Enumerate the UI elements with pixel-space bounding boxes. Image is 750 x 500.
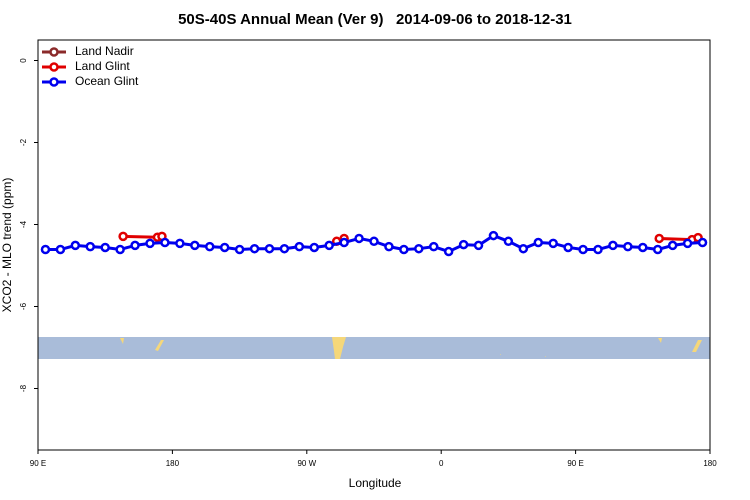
x-tick-label: 180	[166, 459, 180, 468]
data-point	[55, 244, 66, 255]
x-tick-label: 90 E	[30, 459, 46, 468]
data-point	[219, 242, 230, 253]
data-point	[548, 238, 558, 249]
data-point	[608, 240, 618, 251]
data-point	[130, 240, 140, 251]
legend-label: Ocean Glint	[75, 74, 139, 88]
map-strip	[38, 337, 710, 359]
data-point	[264, 243, 275, 254]
data-point	[638, 242, 648, 253]
x-axis-label: Longitude	[349, 476, 402, 490]
data-point	[654, 233, 664, 244]
data-point	[623, 241, 633, 252]
data-point	[563, 242, 573, 253]
data-point	[85, 241, 96, 252]
y-axis-label: XCO2 - MLO trend (ppm)	[0, 178, 14, 313]
data-point	[190, 240, 200, 251]
data-point	[399, 244, 409, 255]
data-point	[175, 238, 185, 249]
data-point	[145, 238, 155, 249]
x-tick-label: 180	[703, 459, 717, 468]
data-point	[458, 239, 469, 250]
data-point	[428, 241, 439, 252]
data-point	[324, 240, 334, 251]
data-point	[115, 244, 125, 255]
legend-marker	[49, 77, 59, 87]
data-point	[354, 233, 364, 244]
data-point	[234, 244, 245, 255]
data-point	[667, 240, 678, 251]
data-point	[533, 237, 544, 248]
data-point	[279, 243, 290, 254]
legend-marker	[49, 62, 59, 72]
legend-marker	[49, 47, 59, 57]
data-point	[414, 243, 424, 254]
legend-label: Land Glint	[75, 59, 130, 73]
data-point	[697, 237, 708, 248]
y-tick-label: -8	[19, 384, 28, 392]
data-point	[369, 236, 379, 247]
data-point	[682, 238, 693, 249]
data-point	[118, 231, 128, 242]
y-tick-label: 0	[19, 58, 28, 63]
data-point	[518, 243, 529, 254]
data-point	[503, 236, 514, 247]
legend-label: Land Nadir	[75, 44, 134, 58]
data-point	[309, 242, 320, 253]
data-point	[160, 237, 170, 248]
chart-title: 50S-40S Annual Mean (Ver 9) 2014-09-06 t…	[178, 11, 572, 28]
data-point	[652, 244, 663, 255]
data-point	[384, 241, 394, 252]
data-point	[70, 240, 81, 251]
x-tick-label: 90 E	[567, 459, 583, 468]
data-point	[593, 244, 603, 255]
data-point	[578, 244, 588, 255]
data-point	[40, 244, 51, 255]
data-point	[204, 241, 215, 252]
x-tick-label: 0	[439, 459, 444, 468]
y-tick-label: -2	[19, 138, 28, 146]
data-point	[294, 241, 305, 252]
plot-frame	[37, 39, 711, 451]
x-tick-label: 90 W	[297, 459, 316, 468]
y-tick-label: -6	[19, 302, 28, 310]
data-point	[443, 246, 454, 257]
data-point	[473, 240, 484, 251]
data-point	[249, 243, 260, 254]
y-tick-label: -4	[19, 220, 28, 228]
data-point	[339, 237, 349, 248]
data-point	[100, 242, 110, 253]
data-point	[488, 230, 499, 241]
